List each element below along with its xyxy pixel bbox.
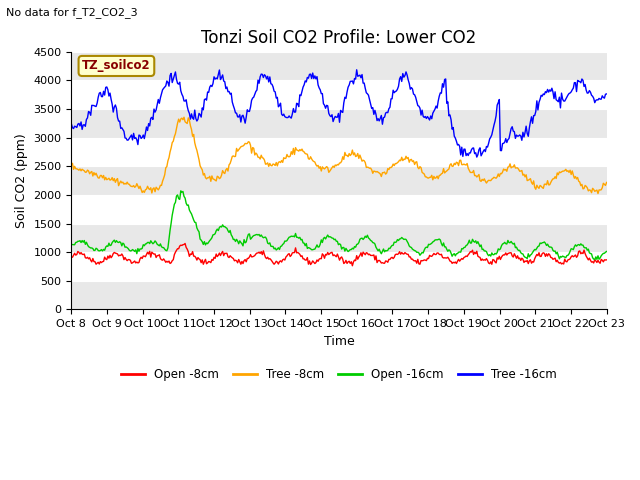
Open -8cm <box>603 257 611 263</box>
Open -8cm <box>68 254 76 260</box>
Bar <box>72 224 607 252</box>
Tree -8cm <box>323 164 330 169</box>
Bar <box>72 166 607 195</box>
Text: No data for f_T2_CO2_3: No data for f_T2_CO2_3 <box>6 7 138 18</box>
Tree -8cm <box>594 191 602 196</box>
Tree -16cm <box>325 110 333 116</box>
Text: TZ_soilco2: TZ_soilco2 <box>82 60 151 72</box>
Tree -8cm <box>387 165 395 170</box>
Open -8cm <box>326 251 333 256</box>
Title: Tonzi Soil CO2 Profile: Lower CO2: Tonzi Soil CO2 Profile: Lower CO2 <box>202 29 477 48</box>
Open -8cm <box>359 249 367 255</box>
Open -16cm <box>387 244 395 250</box>
Tree -8cm <box>326 168 333 174</box>
Open -8cm <box>592 258 600 264</box>
Line: Open -8cm: Open -8cm <box>72 243 607 266</box>
Tree -16cm <box>358 72 366 77</box>
Open -16cm <box>68 242 76 248</box>
Line: Tree -16cm: Tree -16cm <box>72 70 607 157</box>
Open -16cm <box>358 235 366 241</box>
Bar <box>72 109 607 138</box>
Open -16cm <box>591 257 598 263</box>
Open -16cm <box>603 249 611 254</box>
Tree -16cm <box>603 91 611 97</box>
Open -16cm <box>592 254 600 260</box>
Tree -8cm <box>68 162 76 168</box>
Tree -16cm <box>592 97 600 103</box>
Tree -8cm <box>508 165 515 171</box>
Legend: Open -8cm, Tree -8cm, Open -16cm, Tree -16cm: Open -8cm, Tree -8cm, Open -16cm, Tree -… <box>116 363 562 386</box>
Tree -16cm <box>353 67 360 72</box>
Line: Open -16cm: Open -16cm <box>72 191 607 260</box>
Open -8cm <box>349 263 356 269</box>
Tree -16cm <box>322 106 330 111</box>
Open -8cm <box>181 240 189 246</box>
Open -8cm <box>508 253 516 259</box>
Tree -8cm <box>603 180 611 185</box>
Tree -8cm <box>358 158 366 164</box>
Tree -16cm <box>473 154 481 160</box>
Open -16cm <box>508 239 515 244</box>
Line: Tree -8cm: Tree -8cm <box>72 117 607 193</box>
Tree -8cm <box>591 189 598 194</box>
X-axis label: Time: Time <box>324 335 355 348</box>
Bar <box>72 52 607 80</box>
Bar <box>72 281 607 310</box>
Tree -16cm <box>508 124 516 130</box>
Tree -8cm <box>180 114 188 120</box>
Open -8cm <box>323 252 330 258</box>
Tree -16cm <box>387 96 395 102</box>
Open -8cm <box>388 254 396 260</box>
Open -16cm <box>326 234 333 240</box>
Open -16cm <box>323 234 330 240</box>
Y-axis label: Soil CO2 (ppm): Soil CO2 (ppm) <box>15 133 28 228</box>
Tree -16cm <box>68 121 76 127</box>
Open -16cm <box>177 188 184 194</box>
